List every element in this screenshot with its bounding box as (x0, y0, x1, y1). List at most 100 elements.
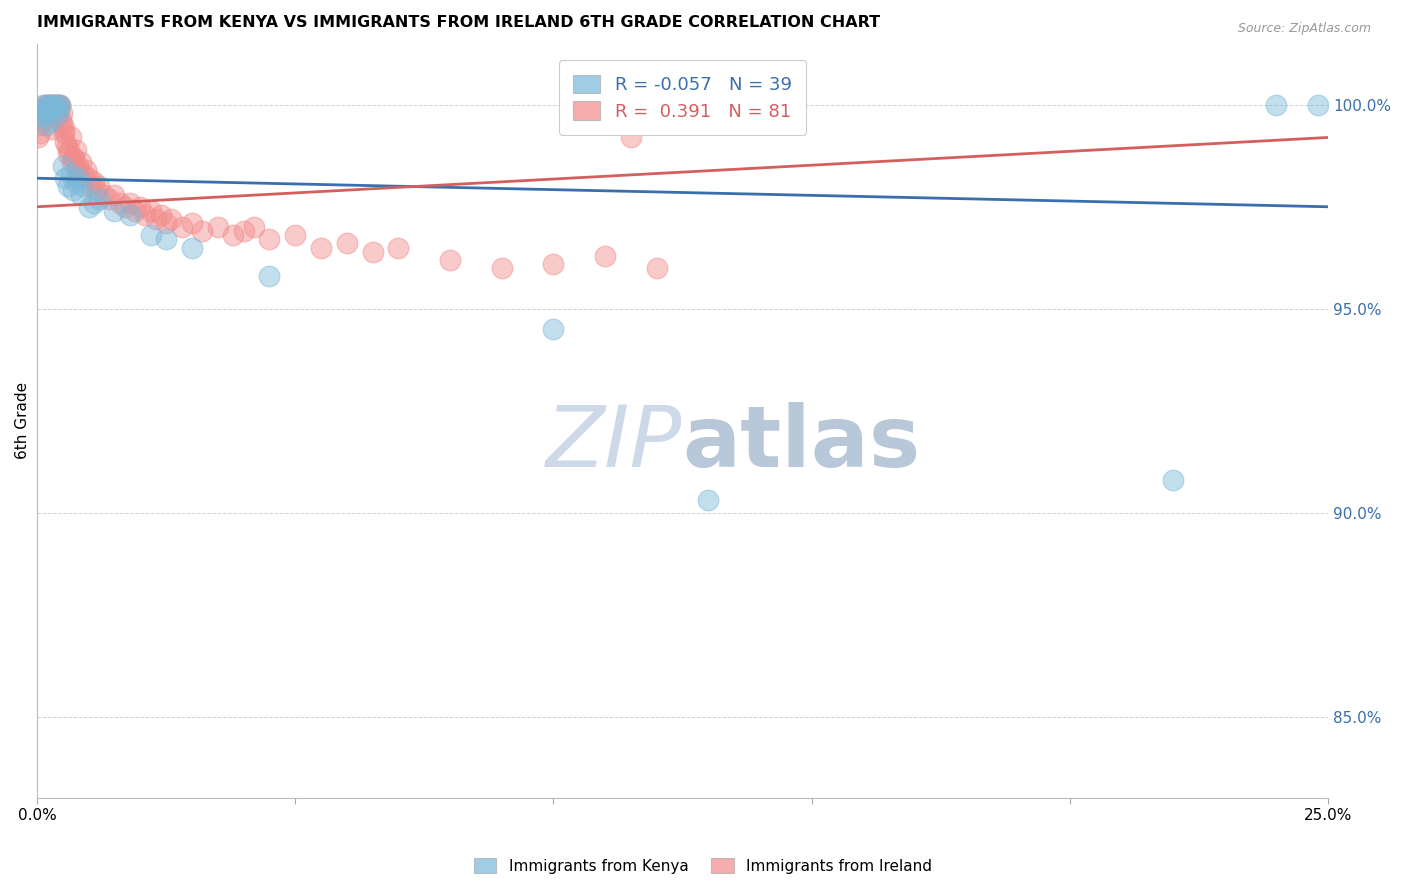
Point (645, 260, 668, 275)
Point (44, 98, 66, 112)
Point (160, 212, 183, 227)
Point (77, 171, 100, 186)
Point (387, 241, 409, 255)
Point (46, 98, 69, 112)
Point (31, 102, 53, 116)
Point (37, 98, 59, 112)
Point (52, 127, 75, 141)
Point (155, 232, 177, 246)
Legend: R = -0.057   N = 39, R =  0.391   N = 81: R = -0.057 N = 39, R = 0.391 N = 81 (558, 61, 806, 135)
Point (31, 106, 53, 120)
Point (28, 102, 51, 116)
Point (41, 98, 63, 112)
Point (32, 114, 55, 128)
Point (67, 167, 90, 181)
Point (170, 220, 193, 235)
Point (114, 200, 136, 214)
Point (65, 175, 87, 189)
Point (56, 138, 79, 153)
Text: IMMIGRANTS FROM KENYA VS IMMIGRANTS FROM IRELAND 6TH GRADE CORRELATION CHART: IMMIGRANTS FROM KENYA VS IMMIGRANTS FROM… (37, 15, 880, 30)
Point (180, 241, 202, 255)
Point (37, 98, 59, 112)
Point (98, 192, 121, 206)
Legend: Immigrants from Kenya, Immigrants from Ireland: Immigrants from Kenya, Immigrants from I… (467, 852, 939, 880)
Point (59, 167, 82, 181)
Point (191, 224, 214, 238)
Point (28, 118, 51, 132)
Point (103, 187, 125, 202)
Point (86, 184, 108, 198)
Point (697, 493, 720, 508)
Point (34, 102, 56, 116)
Point (439, 252, 461, 267)
Point (46, 98, 69, 112)
Point (491, 260, 513, 275)
Point (52, 118, 75, 132)
Point (124, 203, 146, 218)
Text: ZIP: ZIP (547, 402, 682, 485)
Point (30, 110, 52, 124)
Point (42, 122, 65, 136)
Point (83, 175, 105, 189)
Point (58, 143, 80, 157)
Point (77, 200, 100, 214)
Point (72, 179, 94, 194)
Point (129, 200, 152, 214)
Point (139, 203, 162, 218)
Point (134, 208, 156, 222)
Point (41, 98, 63, 112)
Point (1161, 473, 1184, 487)
Point (103, 203, 125, 218)
Point (37, 106, 59, 120)
Text: Source: ZipAtlas.com: Source: ZipAtlas.com (1237, 22, 1371, 36)
Point (32, 98, 55, 112)
Point (1306, 98, 1329, 112)
Point (56, 179, 79, 194)
Point (361, 244, 384, 259)
Point (543, 322, 565, 336)
Point (52, 159, 75, 173)
Point (155, 216, 177, 230)
Point (87, 192, 110, 206)
Point (72, 167, 94, 181)
Point (108, 195, 131, 210)
Text: atlas: atlas (682, 402, 921, 485)
Point (65, 143, 87, 157)
Point (180, 216, 202, 230)
Point (80, 179, 103, 194)
Point (27, 130, 49, 145)
Point (149, 208, 172, 222)
Point (259, 232, 281, 246)
Point (336, 236, 359, 251)
Point (139, 228, 162, 243)
Point (45, 102, 67, 116)
Point (87, 179, 110, 194)
Point (118, 208, 141, 222)
Point (70, 187, 93, 202)
Point (222, 228, 245, 243)
Point (75, 163, 97, 178)
Point (35, 118, 58, 132)
Point (232, 224, 254, 238)
Point (48, 98, 70, 112)
Point (49, 98, 72, 112)
Point (34, 98, 56, 112)
Point (207, 220, 229, 235)
Point (63, 151, 86, 165)
Point (38, 98, 60, 112)
Point (41, 98, 63, 112)
Point (30, 106, 52, 120)
Point (593, 249, 616, 263)
Point (83, 195, 105, 210)
Y-axis label: 6th Grade: 6th Grade (15, 383, 30, 459)
Point (1265, 98, 1288, 112)
Point (42, 98, 65, 112)
Point (145, 212, 167, 227)
Point (59, 130, 82, 145)
Point (62, 184, 84, 198)
Point (309, 241, 332, 255)
Point (543, 257, 565, 271)
Point (38, 98, 60, 112)
Point (45, 110, 67, 124)
Point (60, 155, 83, 169)
